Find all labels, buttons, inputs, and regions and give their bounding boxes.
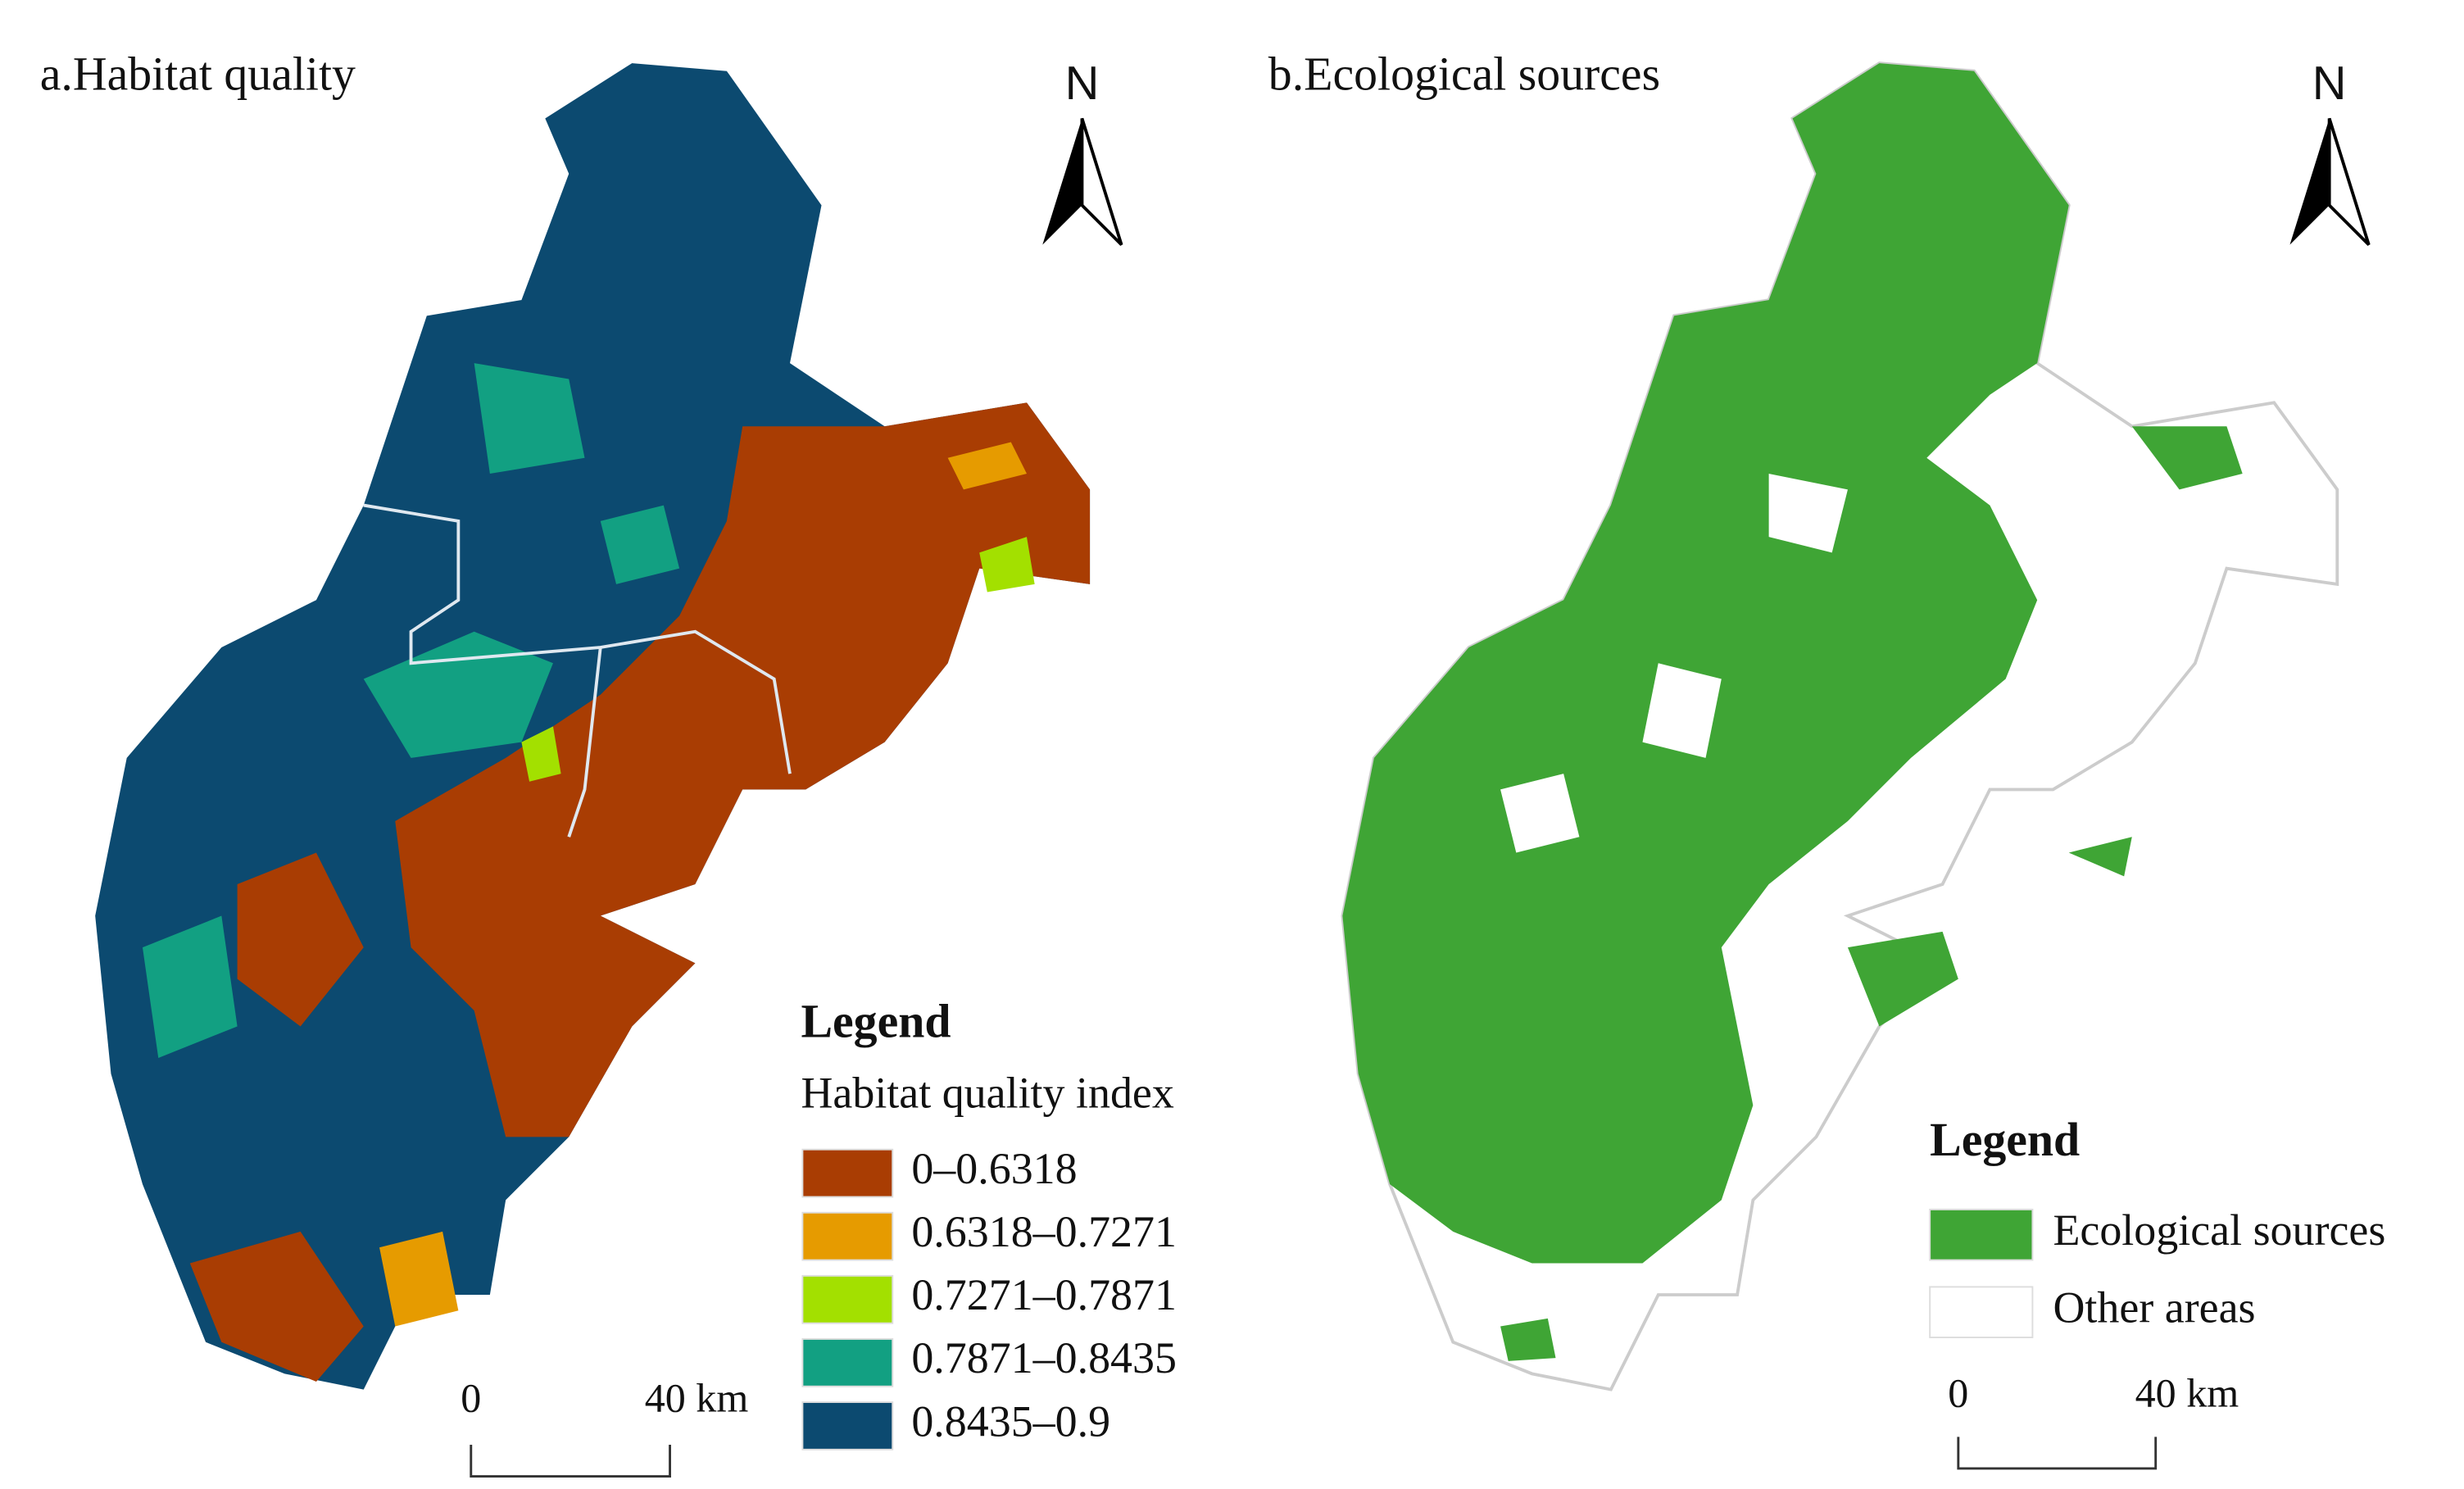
legend-swatch — [801, 1274, 894, 1324]
scale-start: 0 — [1948, 1370, 1968, 1416]
north-arrow — [1042, 117, 1123, 247]
legend-label: 0.8435–0.9 — [911, 1396, 1110, 1446]
legend-swatch — [801, 1401, 894, 1450]
legend-swatch — [1929, 1208, 2034, 1261]
scale-end: 40 km — [645, 1375, 749, 1421]
habitat-map — [95, 63, 1091, 1390]
legend-label: Other areas — [2053, 1283, 2255, 1332]
legend-label: 0.7871–0.8435 — [911, 1333, 1177, 1382]
legend-label: 0.7271–0.7871 — [911, 1270, 1177, 1319]
panel-title: b.Ecological sources — [1268, 48, 1660, 101]
north-label: N — [1065, 57, 1100, 110]
legend-title: Legend — [1930, 1113, 2080, 1166]
sources-map — [1341, 61, 2339, 1391]
north-label: N — [2312, 57, 2347, 110]
legend-swatch — [801, 1148, 894, 1198]
legend-swatch — [801, 1337, 894, 1387]
scale-end: 40 km — [2135, 1370, 2239, 1416]
legend-label: Ecological sources — [2053, 1205, 2385, 1255]
legend-label: 0–0.6318 — [911, 1144, 1077, 1193]
legend-swatch — [1929, 1286, 2034, 1338]
legend-swatch — [801, 1211, 894, 1261]
scale-bar — [1957, 1437, 2158, 1470]
panel-title: a.Habitat quality — [40, 48, 356, 101]
legend-subtitle: Habitat quality index — [801, 1069, 1173, 1118]
north-arrow — [2289, 117, 2371, 247]
legend-label: 0.6318–0.7271 — [911, 1207, 1177, 1256]
scale-bar — [470, 1445, 671, 1478]
scale-start: 0 — [461, 1375, 481, 1421]
legend-title: Legend — [801, 995, 951, 1048]
